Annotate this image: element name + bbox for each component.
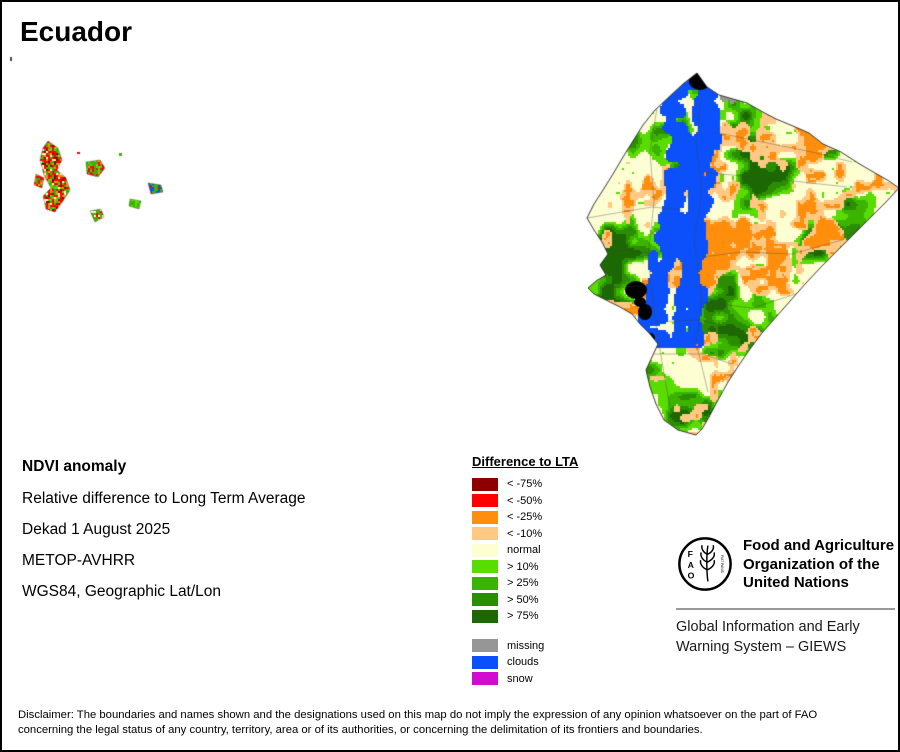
legend-swatch <box>472 510 498 524</box>
disclaimer: Disclaimer: The boundaries and names sho… <box>18 708 892 738</box>
legend-swatch <box>472 576 498 590</box>
fao-block: F A O FIAT PANIS Food and Agriculture Or… <box>676 535 898 593</box>
legend-row: < -50% <box>472 493 578 510</box>
fao-logo-icon: F A O FIAT PANIS <box>678 537 732 591</box>
legend-title: Difference to LTA <box>472 454 579 469</box>
fao-org-name: Food and Agriculture Organization of the… <box>743 537 895 591</box>
legend-label: > 75% <box>507 610 539 623</box>
legend-swatch <box>472 494 498 508</box>
legend-label: > 25% <box>507 577 539 590</box>
legend: Difference to LTA < -75% < -50% < -25% <… <box>472 454 578 687</box>
legend-row: > 50% <box>472 592 578 609</box>
info-line-projection: WGS84, Geographic Lat/Lon <box>22 583 222 600</box>
legend-row: < -75% <box>472 476 578 493</box>
wheat-ear-icon <box>699 544 716 582</box>
map-info-block: NDVI anomaly Relative difference to Long… <box>22 458 306 614</box>
legend-row: > 25% <box>472 575 578 592</box>
legend-row: < -25% <box>472 509 578 526</box>
fao-letter-a: A <box>688 560 695 570</box>
legend-label: < -75% <box>507 478 543 491</box>
legend-label: snow <box>507 672 533 685</box>
legend-label: > 50% <box>507 593 539 606</box>
legend-label: > 10% <box>507 560 539 573</box>
giews-caption: Global Information and Early Warning Sys… <box>676 619 860 655</box>
page-title: Ecuador <box>20 16 133 47</box>
info-line-dekad: Dekad 1 August 2025 <box>22 521 171 538</box>
legend-row: clouds <box>472 654 578 671</box>
legend-label: < -50% <box>507 494 543 507</box>
fao-motto: FIAT PANIS <box>720 555 724 574</box>
info-heading: NDVI anomaly <box>22 458 127 475</box>
legend-swatch <box>472 560 498 574</box>
info-line-sensor: METOP-AVHRR <box>22 552 136 569</box>
legend-swatch <box>472 593 498 607</box>
disclaimer-line-1: Disclaimer: The boundaries and names sho… <box>18 709 818 721</box>
legend-row: snow <box>472 671 578 688</box>
legend-label: < -25% <box>507 511 543 524</box>
legend-label: missing <box>507 639 545 652</box>
fao-divider <box>676 608 895 610</box>
legend-label: normal <box>507 544 541 557</box>
ndvi-map-canvas <box>2 2 898 462</box>
legend-swatch <box>472 655 498 669</box>
legend-swatch <box>472 543 498 557</box>
legend-swatch <box>472 639 498 653</box>
legend-row: missing <box>472 638 578 655</box>
legend-swatch <box>472 609 498 623</box>
legend-label: clouds <box>507 656 539 669</box>
legend-label: < -10% <box>507 527 543 540</box>
legend-row: > 75% <box>472 608 578 625</box>
legend-swatch <box>472 527 498 541</box>
legend-row: < -10% <box>472 526 578 543</box>
legend-row: > 10% <box>472 559 578 576</box>
legend-swatch <box>472 477 498 491</box>
legend-swatch <box>472 672 498 686</box>
disclaimer-line-2: concerning the legal status of any count… <box>18 724 703 736</box>
info-line-product: Relative difference to Long Term Average <box>22 490 306 507</box>
legend-row: normal <box>472 542 578 559</box>
fao-letter-o: O <box>688 571 695 581</box>
legend-gap <box>472 625 578 638</box>
fao-letter-f: F <box>688 549 693 559</box>
fao-logo-circle <box>678 537 732 591</box>
